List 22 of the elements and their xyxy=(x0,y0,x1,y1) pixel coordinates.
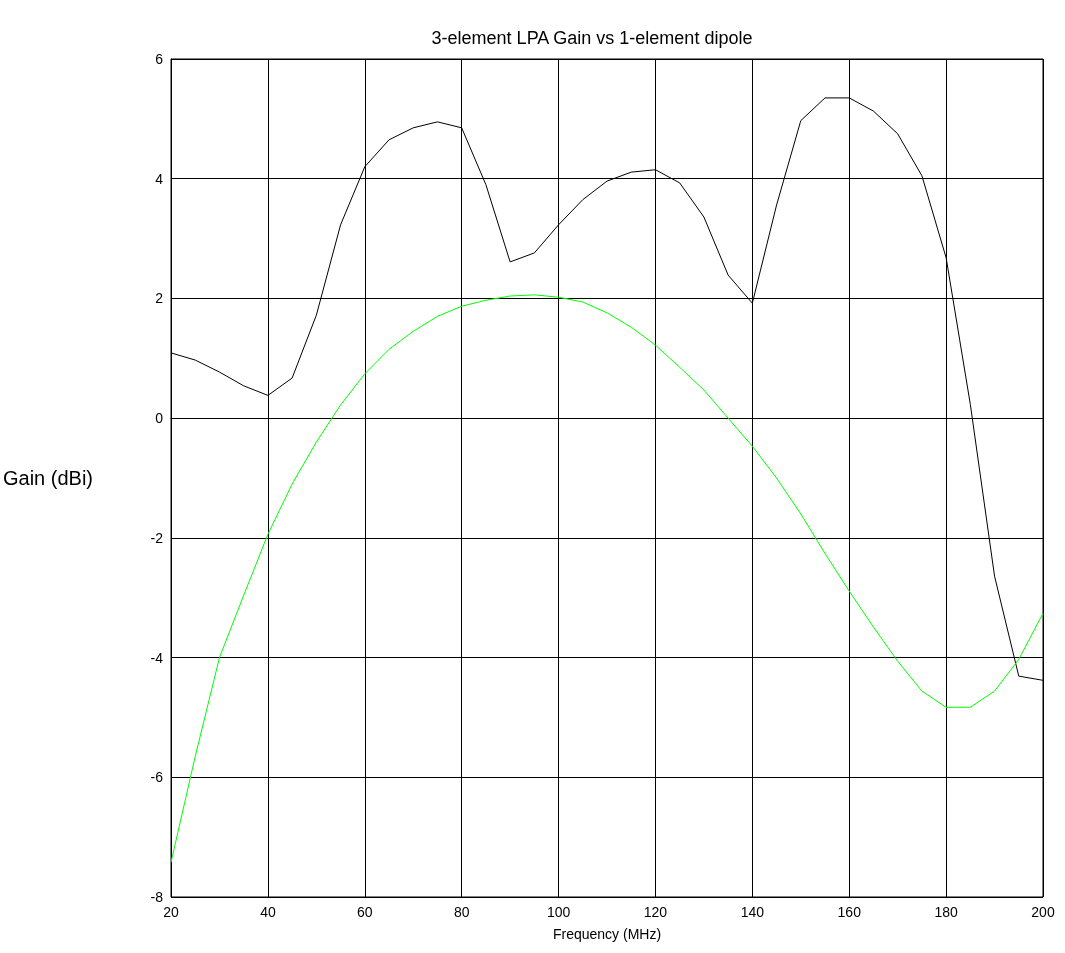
x-tick-label: 60 xyxy=(357,904,373,920)
x-axis-title: Frequency (MHz) xyxy=(552,926,662,942)
x-tick-label: 80 xyxy=(453,904,470,920)
line-series xyxy=(170,294,1044,863)
x-tick-label: 20 xyxy=(163,904,180,920)
x-tick-label: 100 xyxy=(546,904,571,920)
y-axis-title: Gain (dBi) xyxy=(3,467,94,489)
y-tick-label: -6 xyxy=(150,769,164,786)
y-tick-label: -2 xyxy=(150,529,164,546)
y-tick-label: 6 xyxy=(155,51,164,67)
x-tick-label: 40 xyxy=(260,904,276,920)
x-tick-label: 180 xyxy=(934,904,959,920)
x-tick-label: 200 xyxy=(1031,904,1055,920)
x-tick-label: 120 xyxy=(643,904,668,920)
x-tick-label: 140 xyxy=(740,904,765,920)
y-tick-label: -4 xyxy=(150,649,164,666)
y-tick-label: -8 xyxy=(150,889,164,905)
x-tick-label: 160 xyxy=(837,904,862,920)
y-tick-label: 4 xyxy=(155,170,164,187)
y-tick-label: 0 xyxy=(155,410,164,427)
y-tick-label: 2 xyxy=(155,290,164,307)
chart-title: 3-element LPA Gain vs 1-element dipole xyxy=(431,28,753,48)
